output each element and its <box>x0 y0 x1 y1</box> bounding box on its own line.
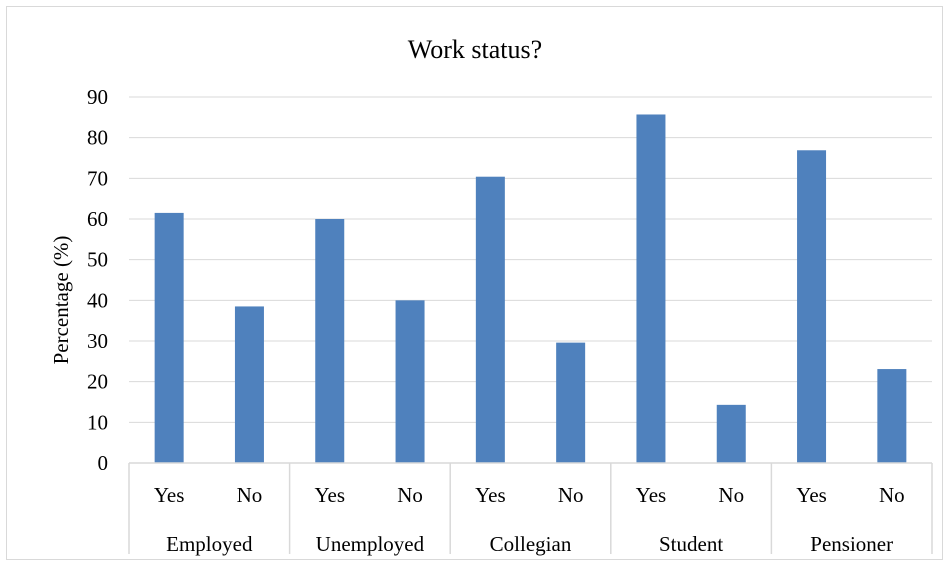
x-tick-label: Yes <box>796 483 827 507</box>
bar-collegian-no <box>556 342 586 463</box>
bar-student-yes <box>636 114 666 463</box>
y-tick-label: 10 <box>87 410 108 434</box>
x-tick-label: No <box>237 483 263 507</box>
x-tick-label: No <box>718 483 744 507</box>
y-tick-label: 80 <box>87 126 108 150</box>
group-label: Student <box>659 532 723 556</box>
x-tick-label: Yes <box>314 483 345 507</box>
y-tick-label: 20 <box>87 370 108 394</box>
group-label: Unemployed <box>316 532 425 556</box>
y-axis: 0 10 20 30 40 50 60 70 80 90 <box>87 85 108 475</box>
y-tick-label: 60 <box>87 207 108 231</box>
y-tick-label: 30 <box>87 329 108 353</box>
bar-employed-yes <box>154 212 184 463</box>
bar-pensioner-yes <box>797 150 827 464</box>
x-axis: Yes No Employed Yes No Unemployed Yes No Collegi… <box>128 462 933 556</box>
y-tick-label: 50 <box>87 248 108 272</box>
bar-collegian-yes <box>475 176 505 463</box>
x-tick-label: No <box>558 483 584 507</box>
y-axis-label: Percentage (%) <box>49 236 73 365</box>
chart-title: Work status? <box>408 35 542 64</box>
bar-student-no <box>716 404 746 463</box>
group-label: Employed <box>166 532 253 556</box>
y-tick-label: 90 <box>87 85 108 109</box>
x-tick-label: Yes <box>636 483 667 507</box>
bars <box>154 114 907 464</box>
x-tick-label: Yes <box>154 483 185 507</box>
y-tick-label: 70 <box>87 166 108 190</box>
bar-unemployed-yes <box>315 219 345 463</box>
y-tick-label: 40 <box>87 288 108 312</box>
x-tick-label: No <box>397 483 423 507</box>
x-tick-label: Yes <box>475 483 506 507</box>
group-label: Pensioner <box>810 532 893 556</box>
bar-pensioner-no <box>877 369 907 463</box>
bar-unemployed-no <box>395 300 425 463</box>
y-tick-label: 0 <box>98 451 109 475</box>
x-tick-label: No <box>879 483 905 507</box>
group-label: Collegian <box>490 532 572 556</box>
bar-employed-no <box>234 306 264 463</box>
